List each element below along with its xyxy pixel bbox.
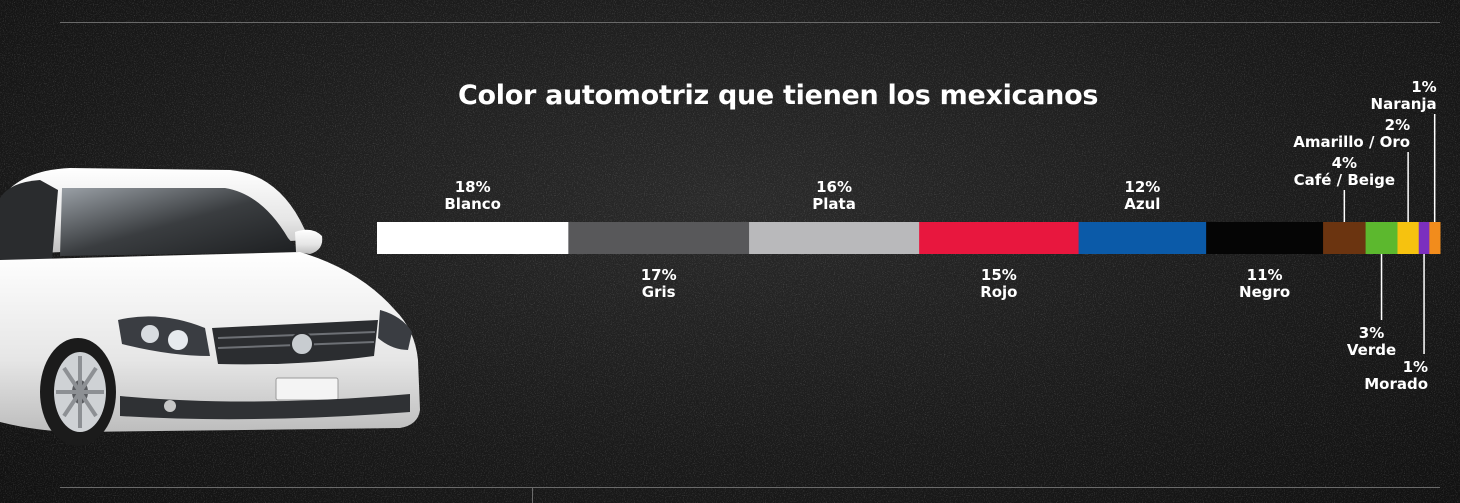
category-label-0: Blanco <box>444 195 501 213</box>
bar-segment-1 <box>568 222 750 254</box>
category-label-7: Verde <box>1347 341 1396 359</box>
value-label-3: 15% <box>981 266 1017 284</box>
value-label-7: 3% <box>1359 324 1384 342</box>
category-label-6: Café / Beige <box>1294 171 1395 189</box>
top-divider <box>60 22 1440 23</box>
bar-segment-9 <box>1418 222 1430 254</box>
car-illustration <box>0 168 420 446</box>
bar-segment-0 <box>377 222 569 254</box>
value-label-10: 1% <box>1411 78 1436 96</box>
bar-segment-4 <box>1078 222 1207 254</box>
value-label-0: 18% <box>455 178 491 196</box>
category-label-9: Morado <box>1364 375 1428 393</box>
value-label-6: 4% <box>1332 154 1357 172</box>
category-label-2: Plata <box>812 195 856 213</box>
value-label-4: 12% <box>1124 178 1160 196</box>
bar-segment-3 <box>919 222 1080 254</box>
value-label-2: 16% <box>816 178 852 196</box>
bar-segment-7 <box>1365 222 1398 254</box>
value-label-8: 2% <box>1385 116 1410 134</box>
category-label-8: Amarillo / Oro <box>1293 133 1410 151</box>
value-label-5: 11% <box>1247 266 1283 284</box>
bar-segment-5 <box>1206 222 1324 254</box>
category-label-1: Gris <box>642 283 676 301</box>
bottom-divider <box>60 487 1440 488</box>
bar-segment-2 <box>749 222 920 254</box>
category-label-3: Rojo <box>980 283 1017 301</box>
category-label-5: Negro <box>1239 283 1290 301</box>
bottom-divider-tick <box>532 487 533 503</box>
bar-segment-8 <box>1397 222 1420 254</box>
value-label-9: 1% <box>1403 358 1428 376</box>
bar-segment-10 <box>1429 222 1441 254</box>
category-label-10: Naranja <box>1371 95 1437 113</box>
bar-segment-6 <box>1323 222 1367 254</box>
chart-title: Color automotriz que tienen los mexicano… <box>458 80 1099 111</box>
category-label-4: Azul <box>1124 195 1160 213</box>
value-label-1: 17% <box>641 266 677 284</box>
